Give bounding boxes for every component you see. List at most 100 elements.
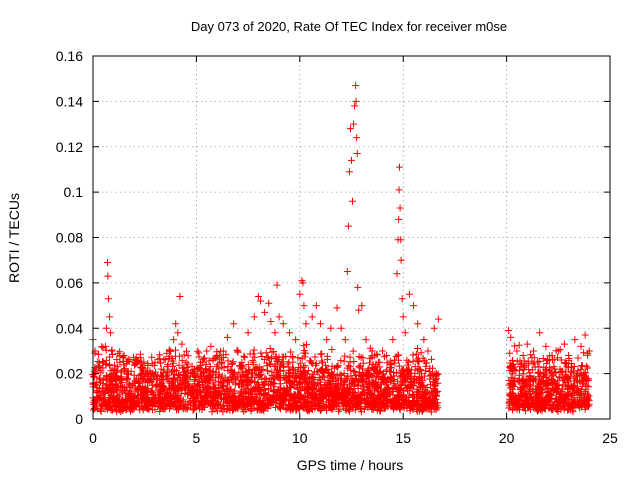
data-point [188, 370, 196, 378]
data-point [341, 336, 349, 344]
data-point [157, 365, 165, 373]
data-point [368, 347, 376, 355]
data-point [197, 358, 205, 366]
data-point [292, 336, 300, 344]
data-point [519, 351, 527, 359]
y-axis-label: ROTI / TECUs [6, 193, 22, 283]
data-point [106, 313, 114, 321]
data-point [354, 283, 362, 291]
data-point [120, 351, 128, 359]
data-point [430, 324, 438, 332]
data-point [398, 295, 406, 303]
data-point [536, 329, 544, 337]
data-point [170, 336, 178, 344]
data-point [302, 320, 310, 328]
data-point [102, 324, 110, 332]
data-point [261, 308, 269, 316]
data-point [349, 197, 357, 205]
data-point [346, 125, 354, 133]
data-point [348, 156, 355, 164]
x-tick-label: 5 [193, 430, 201, 446]
data-point [316, 320, 324, 328]
x-tick-label: 25 [602, 430, 618, 446]
data-point [351, 102, 359, 110]
data-point [223, 333, 231, 341]
data-point [507, 333, 515, 341]
data-point [151, 358, 159, 366]
y-tick-label: 0.08 [56, 230, 83, 246]
x-tick-label: 15 [395, 430, 411, 446]
data-point [420, 336, 428, 344]
data-point [312, 302, 320, 310]
data-point [505, 327, 513, 335]
data-point [389, 336, 397, 344]
data-point [279, 320, 287, 328]
data-point [343, 268, 351, 276]
data-point [238, 358, 246, 366]
data-point [345, 168, 353, 176]
y-tick-label: 0.06 [56, 275, 83, 291]
data-point [230, 320, 238, 328]
data-point [344, 222, 352, 230]
data-point [166, 347, 174, 355]
y-tick-label: 0.14 [56, 93, 83, 109]
data-point [95, 374, 103, 382]
data-point [110, 370, 118, 378]
data-point [296, 290, 304, 298]
data-point [178, 340, 186, 348]
data-point [379, 347, 387, 355]
data-point [273, 281, 281, 289]
data-point [374, 358, 382, 366]
data-point [323, 336, 331, 344]
data-point [571, 336, 579, 344]
y-tick-label: 0.16 [56, 48, 83, 64]
data-point [333, 304, 341, 312]
data-point [434, 315, 442, 323]
x-tick-label: 20 [499, 430, 515, 446]
data-point [401, 329, 409, 337]
data-point [265, 299, 273, 307]
data-point [213, 351, 221, 359]
data-point [352, 97, 360, 105]
data-point [397, 236, 405, 244]
x-tick-label: 10 [292, 430, 308, 446]
data-point [548, 351, 556, 359]
data-point [554, 347, 562, 355]
data-point [99, 358, 107, 366]
axis-ticks: 0 5 10 15 20 25 0 0.02 0.04 0.06 0.08 0.1 0.12 0.14 0.… [56, 48, 618, 446]
data-point [529, 347, 537, 355]
data-point [101, 342, 109, 350]
data-point [337, 324, 345, 332]
data-point [275, 313, 283, 321]
data-point [523, 340, 531, 348]
data-point [355, 306, 363, 314]
data-point [107, 329, 115, 337]
data-point [104, 272, 112, 280]
data-point [124, 370, 132, 378]
data-point [542, 342, 550, 350]
data-point [257, 297, 265, 305]
data-point [300, 302, 308, 310]
y-tick-label: 0.12 [56, 139, 83, 155]
data-point [174, 329, 182, 337]
y-tick-label: 0.04 [56, 320, 83, 336]
data-point [203, 347, 211, 355]
data-point [182, 358, 190, 366]
data-point [353, 134, 361, 142]
data-point [396, 204, 404, 212]
data-point [143, 370, 151, 378]
data-point [308, 313, 316, 321]
data-point [327, 324, 335, 332]
data-point [581, 331, 589, 339]
data-point [244, 329, 252, 337]
data-point [414, 320, 422, 328]
data-point [424, 347, 432, 355]
data-point [103, 258, 111, 266]
data-point [405, 290, 413, 298]
chart-title: Day 073 of 2020, Rate Of TEC Index for r… [191, 19, 507, 34]
data-point [105, 295, 113, 303]
data-point [285, 329, 293, 337]
data-point [176, 292, 184, 300]
data-point [112, 381, 120, 389]
data-point [207, 342, 215, 350]
